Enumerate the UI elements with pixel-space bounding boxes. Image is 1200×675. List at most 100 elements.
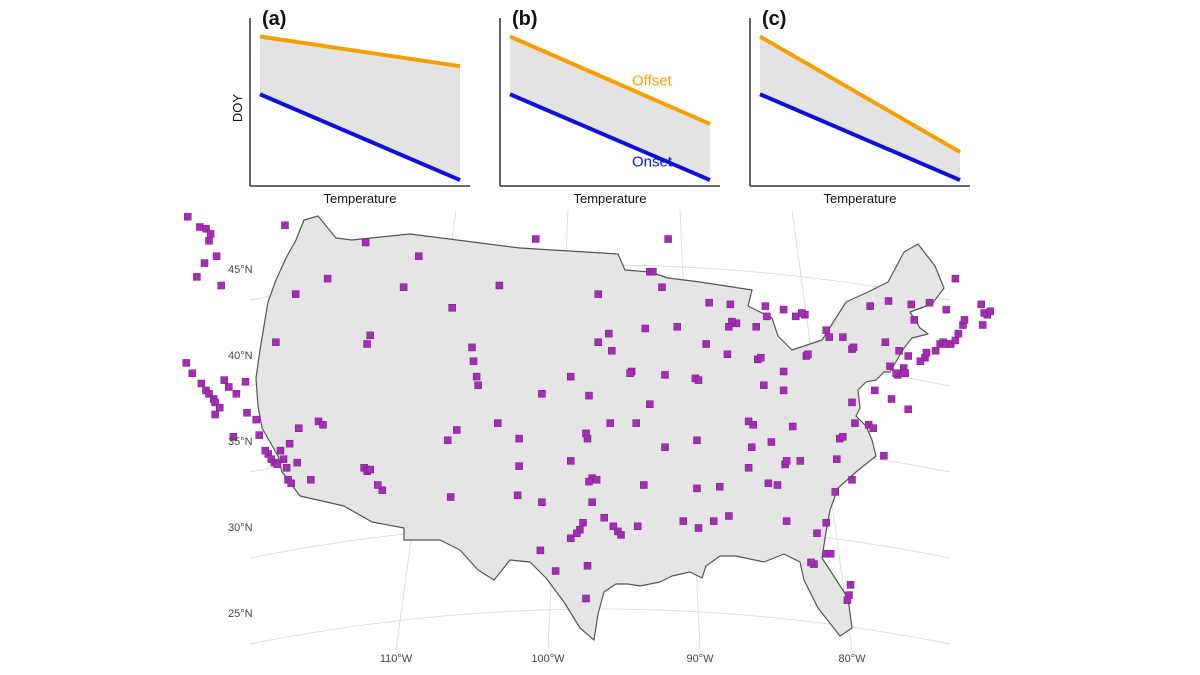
- site-marker: [188, 369, 197, 377]
- site-marker: [193, 273, 201, 281]
- site-marker: [744, 464, 753, 472]
- site-marker: [366, 331, 374, 340]
- site-marker: [261, 446, 270, 455]
- onset-series-line: [259, 92, 461, 182]
- site-marker: [513, 491, 522, 500]
- shaded-band: [260, 36, 460, 181]
- site-marker: [608, 347, 616, 355]
- site-marker: [702, 340, 710, 348]
- site-marker: [693, 436, 701, 445]
- site-marker: [293, 458, 301, 467]
- lat-label: 45°N: [228, 264, 253, 276]
- shaded-band: [510, 36, 710, 181]
- site-marker: [285, 439, 294, 448]
- site-marker: [752, 323, 760, 331]
- panel-b-chart: (b) Temperature Offset Onset: [499, 8, 720, 206]
- site-marker: [594, 338, 602, 346]
- y-axis-label: DOY: [230, 94, 245, 123]
- site-marker: [273, 460, 282, 469]
- site-marker: [646, 400, 654, 408]
- site-marker: [291, 290, 300, 298]
- panel-label: (b): [512, 8, 538, 30]
- site-marker: [954, 329, 963, 338]
- site-marker: [764, 479, 773, 488]
- site-marker: [551, 567, 560, 575]
- site-marker: [585, 477, 593, 486]
- site-marker: [206, 230, 215, 238]
- site-marker: [567, 534, 575, 543]
- site-marker: [846, 581, 855, 589]
- site-marker: [831, 488, 840, 496]
- site-marker: [399, 283, 408, 291]
- panel-c-chart: (c) Temperature: [749, 8, 970, 206]
- site-marker: [723, 350, 732, 359]
- site-marker: [592, 476, 601, 484]
- site-marker: [229, 433, 238, 441]
- site-marker: [693, 484, 701, 493]
- site-marker: [363, 340, 371, 348]
- lat-label: 25°N: [228, 608, 253, 620]
- site-marker: [679, 517, 688, 525]
- site-marker: [892, 369, 900, 377]
- site-marker: [323, 274, 332, 283]
- lat-label: 35°N: [228, 436, 253, 448]
- site-marker: [886, 362, 894, 371]
- site-marker: [319, 421, 327, 429]
- onset-series-line: [759, 92, 961, 182]
- site-marker: [881, 338, 890, 346]
- offset-series-label: Offset: [632, 73, 673, 90]
- site-marker: [931, 347, 940, 355]
- site-marker: [217, 281, 225, 290]
- site-marker: [474, 381, 482, 389]
- site-marker: [366, 465, 374, 474]
- site-marker: [515, 434, 523, 443]
- site-marker: [633, 522, 642, 531]
- site-marker: [538, 498, 546, 506]
- site-marker: [583, 434, 592, 443]
- site-marker: [825, 333, 833, 341]
- site-marker: [779, 305, 788, 314]
- onset-series-label: Onset: [632, 153, 673, 170]
- site-marker: [307, 476, 315, 484]
- site-marker: [895, 347, 903, 355]
- site-marker: [848, 476, 856, 484]
- site-marker: [202, 224, 210, 233]
- site-marker: [986, 307, 995, 316]
- site-marker: [567, 372, 575, 381]
- site-marker: [760, 381, 768, 389]
- site-marker: [673, 323, 681, 331]
- site-marker: [839, 333, 847, 341]
- x-axis-label: Temperature: [574, 191, 647, 206]
- site-marker: [446, 493, 455, 501]
- site-marker: [822, 326, 830, 334]
- onset-series-line: [509, 92, 711, 182]
- site-marker: [749, 421, 757, 429]
- panel-label: (c): [762, 8, 786, 30]
- site-marker: [453, 426, 461, 434]
- site-marker: [796, 457, 805, 465]
- site-marker: [726, 300, 735, 309]
- site-marker: [649, 267, 657, 276]
- site-marker: [694, 524, 703, 532]
- site-marker: [951, 336, 960, 345]
- site-marker: [798, 309, 806, 317]
- site-marker: [211, 398, 219, 407]
- site-marker: [880, 452, 888, 460]
- site-marker: [567, 457, 575, 465]
- site-marker: [606, 419, 615, 427]
- offset-series-line: [758, 34, 962, 154]
- site-marker: [866, 302, 874, 310]
- shaded-band: [760, 36, 960, 181]
- site-marker: [849, 343, 858, 352]
- site-marker: [212, 252, 221, 260]
- site-marker: [925, 298, 934, 307]
- site-marker: [922, 348, 931, 357]
- site-marker: [757, 353, 765, 362]
- site-marker: [951, 274, 960, 283]
- site-marker: [904, 352, 912, 360]
- x-axis-label: Temperature: [324, 191, 397, 206]
- site-marker: [468, 343, 476, 352]
- site-marker: [658, 283, 666, 291]
- site-marker: [779, 367, 788, 376]
- site-marker: [585, 391, 593, 400]
